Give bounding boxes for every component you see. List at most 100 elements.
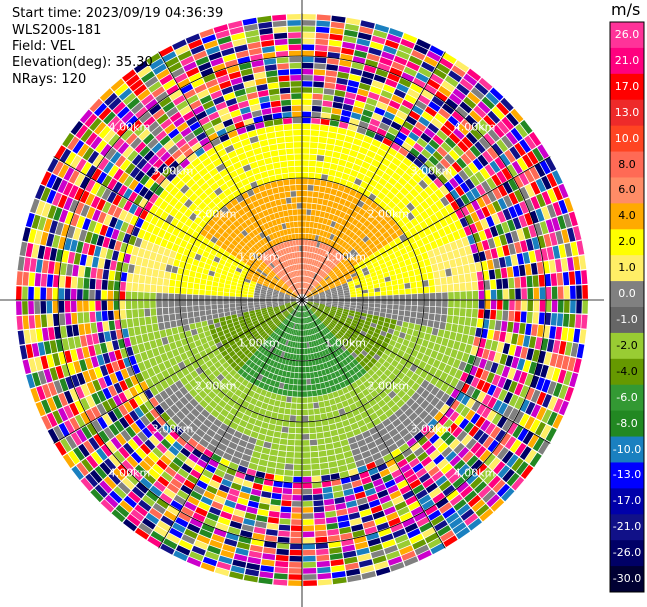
velocity-gate <box>168 286 175 294</box>
velocity-gate <box>169 429 180 440</box>
velocity-gate <box>241 300 248 304</box>
velocity-gate <box>454 60 470 73</box>
velocity-gate <box>405 347 413 355</box>
velocity-gate <box>415 194 425 204</box>
velocity-gate <box>260 304 266 307</box>
velocity-gate <box>312 228 317 235</box>
velocity-gate <box>227 526 241 535</box>
velocity-gate <box>140 266 147 276</box>
velocity-gate <box>302 494 313 501</box>
velocity-gate <box>52 410 63 425</box>
velocity-gate <box>355 379 363 387</box>
velocity-gate <box>190 370 199 379</box>
velocity-gate <box>549 326 557 339</box>
velocity-gate <box>539 300 546 312</box>
velocity-gate <box>214 361 222 369</box>
velocity-gate <box>239 240 246 247</box>
velocity-gate <box>134 206 144 217</box>
velocity-gate <box>313 253 317 260</box>
velocity-gate <box>451 267 458 276</box>
velocity-gate <box>224 210 233 219</box>
velocity-gate <box>300 306 302 312</box>
velocity-gate <box>370 235 377 243</box>
velocity-gate <box>323 311 329 315</box>
velocity-gate <box>302 440 310 446</box>
velocity-gate <box>102 321 110 332</box>
velocity-gate <box>493 236 502 248</box>
velocity-gate <box>344 349 351 357</box>
velocity-gate <box>167 418 177 429</box>
velocity-gate <box>108 423 120 436</box>
velocity-gate <box>191 545 206 556</box>
velocity-gate <box>93 222 103 234</box>
velocity-gate <box>113 168 124 181</box>
velocity-gate <box>141 370 150 380</box>
velocity-gate <box>455 527 471 540</box>
velocity-gate <box>321 350 327 357</box>
velocity-gate <box>298 373 302 379</box>
velocity-gate <box>66 263 73 276</box>
velocity-gate <box>266 344 273 351</box>
velocity-gate <box>281 358 287 365</box>
velocity-gate <box>137 248 146 258</box>
velocity-gate <box>279 304 285 308</box>
velocity-gate <box>379 282 386 288</box>
velocity-gate <box>535 178 547 193</box>
velocity-gate <box>386 33 402 44</box>
velocity-gate <box>418 179 428 190</box>
velocity-gate <box>199 220 207 229</box>
velocity-gate <box>284 312 290 317</box>
velocity-gate <box>259 239 266 246</box>
velocity-gate <box>427 341 435 350</box>
velocity-gate <box>101 300 108 311</box>
velocity-gate <box>209 168 219 177</box>
velocity-gate <box>501 321 508 332</box>
velocity-gate <box>344 200 352 208</box>
velocity-gate <box>195 507 208 517</box>
velocity-gate <box>223 328 230 335</box>
velocity-gate <box>243 254 250 261</box>
velocity-gate <box>266 306 273 310</box>
velocity-gate <box>313 371 319 378</box>
velocity-gate <box>338 361 345 368</box>
velocity-gate <box>223 304 230 309</box>
velocity-gate <box>345 340 352 347</box>
velocity-gate <box>265 318 272 323</box>
velocity-gate <box>25 344 34 359</box>
velocity-gate <box>336 287 343 291</box>
velocity-gate <box>125 426 137 438</box>
velocity-gate <box>356 305 362 310</box>
velocity-gate <box>392 418 402 428</box>
velocity-gate <box>347 397 355 405</box>
velocity-gate <box>368 339 376 346</box>
velocity-gate <box>223 300 229 305</box>
velocity-gate <box>314 298 320 300</box>
velocity-gate <box>401 393 411 403</box>
velocity-gate <box>319 338 324 344</box>
velocity-gate <box>17 330 25 345</box>
velocity-gate <box>376 338 383 346</box>
velocity-gate <box>418 230 427 239</box>
velocity-gate <box>259 319 265 324</box>
velocity-gate <box>382 231 390 239</box>
velocity-gate <box>329 233 335 241</box>
velocity-gate <box>315 319 320 325</box>
velocity-gate <box>412 173 422 184</box>
velocity-gate <box>171 414 182 425</box>
velocity-gate <box>139 209 149 220</box>
velocity-gate <box>361 514 374 523</box>
velocity-gate <box>445 396 455 407</box>
velocity-gate <box>369 118 381 127</box>
velocity-gate <box>230 310 237 316</box>
velocity-gate <box>377 399 386 408</box>
velocity-gate <box>433 438 444 449</box>
velocity-gate <box>46 274 54 287</box>
velocity-gate <box>86 334 94 346</box>
velocity-gate <box>264 268 271 274</box>
velocity-gate <box>459 101 473 114</box>
velocity-gate <box>419 245 427 254</box>
velocity-gate <box>420 370 429 379</box>
velocity-gate <box>389 562 405 572</box>
velocity-gate <box>270 314 276 318</box>
velocity-gate <box>288 580 302 586</box>
